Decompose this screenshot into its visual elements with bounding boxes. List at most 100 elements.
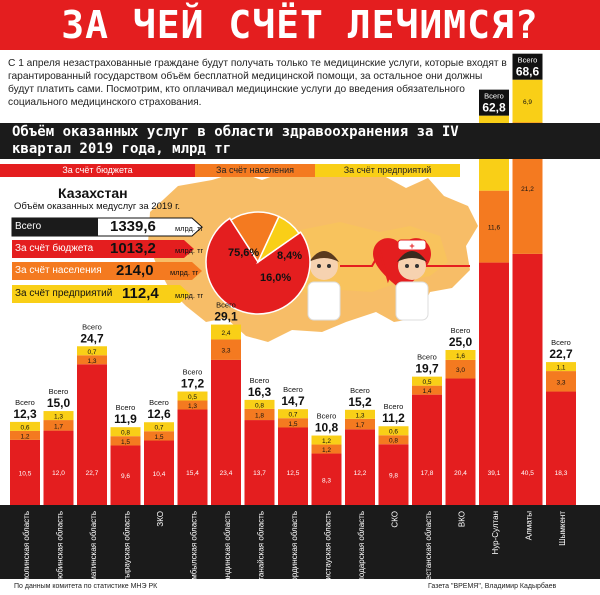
bar-segment-label: 0,8: [389, 438, 398, 445]
doctor-female-icon-head: [398, 252, 426, 280]
bar-total-box: [512, 53, 543, 80]
bar-segment-label: 17,8: [421, 470, 434, 477]
doctor-female-icon-hair: [397, 251, 427, 262]
bar-total-caption: Всего: [116, 403, 136, 412]
bar-total-value: 12,3: [13, 407, 37, 421]
bar-total-value: 62,8: [482, 101, 506, 115]
bar-segment-label: 18,3: [555, 470, 568, 477]
bar-segment: [211, 324, 241, 340]
kz-row-budget: За счёт бюджета 1013,2 млрд. тг: [12, 240, 208, 259]
bar-total-caption: Всего: [49, 387, 69, 396]
bar-segment-label: 1,2: [20, 433, 29, 440]
bar-segment: [412, 376, 442, 386]
bar-segment: [10, 421, 40, 431]
bar-segment: [345, 409, 375, 419]
bar-segment-label: 39,1: [488, 470, 501, 477]
bar-segment: [378, 426, 409, 436]
bar-segment: [110, 427, 141, 437]
bar-segment-label: 0,7: [288, 412, 297, 419]
bar-segment: [10, 430, 40, 440]
category-label: Алматинская область: [89, 511, 98, 592]
bar-segment-label: 1,1: [556, 365, 565, 372]
nurse-cap-icon: [397, 239, 427, 251]
kz-row-label-bg: [12, 285, 98, 303]
bar-segment-label: 12,0: [52, 470, 65, 477]
bar-segment: [546, 371, 576, 392]
bar-segment-label: 9,8: [389, 473, 398, 480]
bar-segment-label: 1,5: [288, 421, 297, 428]
bar-segment-label: 1,4: [422, 388, 431, 395]
bar-total-caption: Всего: [417, 353, 437, 362]
bar-total-caption: Всего: [283, 385, 303, 394]
bar-segment: [445, 350, 476, 360]
kz-row-unit: млрд. тг: [175, 224, 204, 233]
bar-segment-label: 1,5: [121, 439, 130, 446]
kz-row-unit: млрд. тг: [170, 268, 199, 277]
bar-segment: [345, 418, 375, 430]
bar-segment: [278, 418, 308, 428]
bar-total-caption: Всего: [484, 92, 504, 101]
bar-total-value: 19,7: [415, 362, 439, 376]
bar-segment-label: 1,3: [355, 412, 364, 419]
bar-segment-label: 3,3: [221, 348, 230, 355]
bar-segment: [311, 444, 342, 454]
kz-row-unit: млрд. тг: [175, 246, 204, 255]
bar-total-value: 14,7: [281, 394, 305, 408]
kz-row-value: 214,0: [116, 262, 154, 279]
kz-row-enterprises: За счёт предприятий 112,4 млрд. тг: [12, 285, 208, 304]
kazakhstan-subtitle: Объём оказанных медуслуг за 2019 г.: [14, 201, 181, 212]
bar-segment-label: 1,2: [322, 438, 331, 445]
footer-source: По данным комитета по статистике МНЭ РК: [14, 583, 158, 590]
category-label: Кызылординская область: [290, 511, 299, 595]
bar-total-value: 10,8: [315, 421, 339, 435]
bar-segment: [378, 435, 409, 445]
kz-row-label: За счёт бюджета: [15, 243, 94, 254]
doctor-female-icon-eye: [415, 264, 419, 268]
kz-row-population: За счёт населения 214,0 млрд. тг: [12, 262, 208, 281]
bar-total-value: 15,0: [47, 396, 71, 410]
bar-segment: [546, 362, 576, 372]
bar-segment: [177, 400, 208, 410]
kz-row-value: 112,4: [122, 285, 159, 302]
kz-row-label: За счёт предприятий: [15, 288, 113, 299]
bar-total-value: 16,3: [248, 385, 272, 399]
doctor-female-icon-coat: [395, 281, 429, 321]
bar-total-value: 68,6: [516, 65, 540, 79]
bar-segment: [43, 420, 74, 431]
pie-slice: [205, 217, 311, 315]
doctor-male-icon-coat: [307, 281, 341, 321]
bar-segment-label: 0,6: [389, 429, 398, 436]
bar-segment: [144, 440, 174, 505]
bar-total-value: 22,7: [549, 347, 573, 361]
bar-total-caption: Всего: [15, 398, 35, 407]
bar-total-caption: Всего: [149, 398, 169, 407]
bar-segment: [311, 453, 342, 505]
bar-segment: [445, 359, 476, 379]
bar-segment: [43, 411, 74, 421]
bar-segment-label: 1,3: [87, 358, 96, 365]
bar-segment-label: 40,5: [521, 470, 534, 477]
bar-segment: [43, 430, 74, 505]
bar-total-value: 17,2: [181, 377, 205, 391]
page-title: ЗА ЧЕЙ СЧЁТ ЛЕЧИМСЯ?: [61, 3, 539, 47]
bar-segment-label: 23,4: [220, 470, 233, 477]
bar-segment-label: 1,2: [322, 447, 331, 454]
doctor-male-icon-eye: [317, 264, 321, 268]
bar-segment: [278, 409, 308, 419]
bar-segment: [479, 190, 509, 263]
bar-segment: [244, 420, 275, 505]
bar-segment: [445, 378, 476, 505]
bar-segment-label: 0,8: [121, 430, 130, 437]
bar-segment: [512, 79, 543, 123]
bar-total-value: 12,6: [147, 407, 171, 421]
bar-total-caption: Всего: [551, 338, 571, 347]
bar-segment: [144, 431, 174, 441]
kz-row-unit: млрд. тг: [175, 291, 204, 300]
bar-segment-label: 15,4: [186, 470, 199, 477]
intro-text: С 1 апреля незастрахованные граждане буд…: [8, 58, 507, 108]
bar-segment-label: 13,7: [253, 470, 266, 477]
bar-segment-label: 1,7: [355, 422, 364, 429]
kz-row-label: Всего: [15, 221, 42, 232]
category-label: ЗКО: [156, 511, 165, 527]
category-label: Карагандинская область: [223, 511, 232, 595]
